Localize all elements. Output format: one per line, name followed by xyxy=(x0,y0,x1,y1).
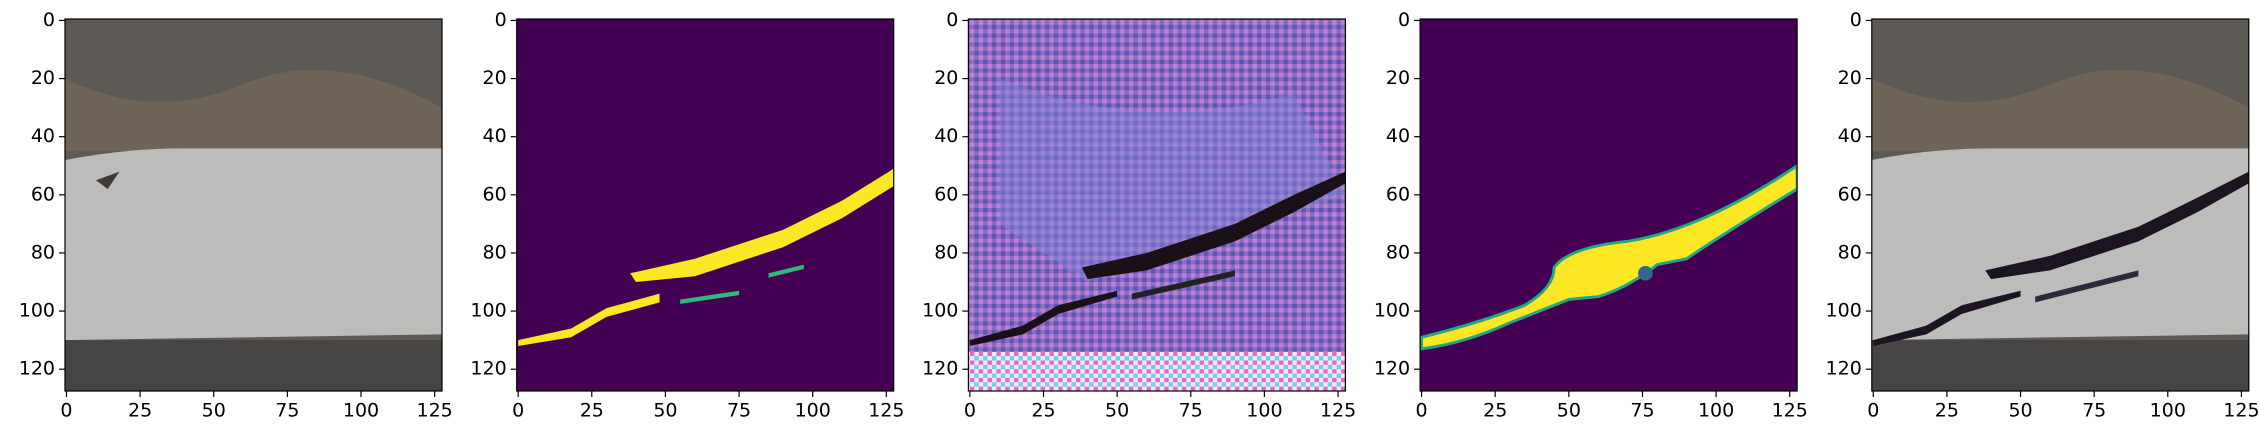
y-tick-label: 120 xyxy=(922,358,958,380)
y-tick-label: 20 xyxy=(1838,67,1862,89)
x-tick-label: 0 xyxy=(964,400,976,422)
x-tick-label: 25 xyxy=(580,400,604,422)
y-tick-label: 40 xyxy=(1386,125,1410,147)
y-tick-label: 80 xyxy=(1838,241,1862,263)
image xyxy=(968,19,1346,391)
y-tick-label: 0 xyxy=(946,9,958,31)
x-tick-label: 0 xyxy=(1867,400,1879,422)
x-tick-label: 125 xyxy=(2223,400,2259,422)
x-tick-label: 50 xyxy=(653,400,677,422)
x-tick-label: 50 xyxy=(1557,400,1581,422)
y-tick-label: 20 xyxy=(31,67,55,89)
x-tick-label: 0 xyxy=(1416,400,1428,422)
y-tick-label: 60 xyxy=(934,183,958,205)
y-tick-label: 80 xyxy=(483,241,507,263)
x-tick-label: 50 xyxy=(2008,400,2032,422)
y-tick-label: 20 xyxy=(934,67,958,89)
x-tick-label: 100 xyxy=(795,400,831,422)
y-tick-label: 80 xyxy=(31,241,55,263)
x-tick-label: 25 xyxy=(128,400,152,422)
x-tick-label: 0 xyxy=(512,400,524,422)
x-tick-label: 125 xyxy=(1320,400,1356,422)
y-tick-label: 0 xyxy=(1398,9,1410,31)
y-tick-label: 100 xyxy=(19,300,55,322)
image xyxy=(1871,19,2249,391)
x-tick-label: 75 xyxy=(727,400,751,422)
image xyxy=(65,19,442,391)
x-tick-label: 100 xyxy=(343,400,379,422)
y-tick-label: 40 xyxy=(1838,125,1862,147)
y-tick-label: 20 xyxy=(1386,67,1410,89)
x-tick-label: 125 xyxy=(868,400,904,422)
y-tick-label: 40 xyxy=(31,125,55,147)
x-tick-label: 75 xyxy=(275,400,299,422)
x-tick-label: 25 xyxy=(1483,400,1507,422)
y-tick-label: 40 xyxy=(934,125,958,147)
y-tick-label: 60 xyxy=(483,183,507,205)
y-tick-label: 120 xyxy=(470,358,506,380)
y-tick-label: 20 xyxy=(483,67,507,89)
x-tick-label: 125 xyxy=(417,400,453,422)
y-tick-label: 60 xyxy=(1838,183,1862,205)
axes-frame xyxy=(1419,18,1798,392)
x-tick-label: 75 xyxy=(1179,400,1203,422)
x-tick-label: 0 xyxy=(60,400,72,422)
x-tick-label: 125 xyxy=(1772,400,1808,422)
x-tick-label: 100 xyxy=(2150,400,2186,422)
x-tick-label: 50 xyxy=(1105,400,1129,422)
y-tick-label: 100 xyxy=(1374,300,1410,322)
x-tick-label: 75 xyxy=(1630,400,1654,422)
axes-frame xyxy=(64,18,443,392)
y-tick-label: 120 xyxy=(1374,358,1410,380)
y-tick-label: 120 xyxy=(19,358,55,380)
y-tick-label: 0 xyxy=(1850,9,1862,31)
x-tick-label: 75 xyxy=(2082,400,2106,422)
y-tick-label: 0 xyxy=(43,9,55,31)
y-tick-label: 0 xyxy=(495,9,507,31)
y-tick-label: 40 xyxy=(483,125,507,147)
y-tick-label: 100 xyxy=(1826,300,1862,322)
y-tick-label: 80 xyxy=(934,241,958,263)
axes-frame xyxy=(967,18,1347,392)
y-tick-label: 100 xyxy=(470,300,506,322)
y-tick-label: 60 xyxy=(31,183,55,205)
x-tick-label: 25 xyxy=(1935,400,1959,422)
image xyxy=(1420,19,1798,391)
x-tick-label: 25 xyxy=(1031,400,1055,422)
x-tick-label: 100 xyxy=(1698,400,1734,422)
axes-frame xyxy=(516,18,895,392)
image xyxy=(516,19,894,391)
y-tick-label: 120 xyxy=(1826,358,1862,380)
y-tick-label: 80 xyxy=(1386,241,1410,263)
axes-frame xyxy=(1871,18,2250,392)
y-tick-label: 100 xyxy=(922,300,958,322)
y-tick-label: 60 xyxy=(1386,183,1410,205)
x-tick-label: 100 xyxy=(1246,400,1282,422)
x-tick-label: 50 xyxy=(202,400,226,422)
